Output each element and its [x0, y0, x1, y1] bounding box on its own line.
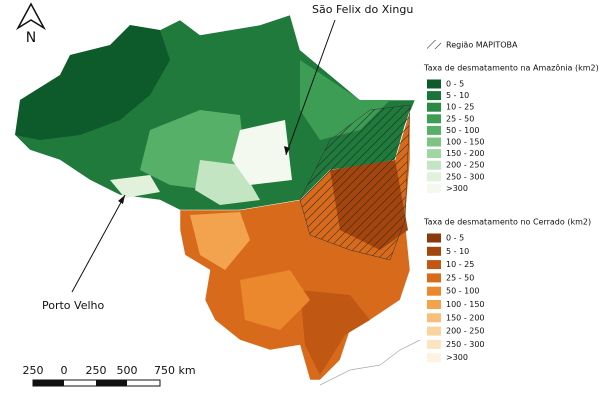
sao-felix-area — [232, 120, 292, 185]
legend-label: 100 - 150 — [446, 300, 485, 309]
legend-label: 5 - 10 — [446, 247, 469, 256]
annotation-label: São Felix do Xingu — [312, 3, 413, 16]
legend-swatch — [427, 353, 441, 363]
legend-label: 250 - 300 — [446, 340, 485, 349]
legend-swatch — [427, 125, 441, 135]
annotation-label: Porto Velho — [42, 299, 104, 312]
porto-velho-area — [110, 175, 160, 198]
legend-swatch — [427, 160, 441, 170]
legend-label: 200 - 250 — [446, 161, 485, 170]
amazon-light-patch — [195, 160, 260, 205]
legend-label: 200 - 250 — [446, 327, 485, 336]
cerrado-light — [190, 212, 250, 270]
legend-swatch — [427, 102, 441, 112]
legend-swatch — [427, 137, 441, 147]
annotation-arrow — [71, 194, 126, 293]
legend-label: 250 - 300 — [446, 172, 485, 181]
legend-label: Região MAPITOBA — [446, 41, 518, 50]
legend-swatch — [427, 149, 441, 159]
legend-label: 50 - 100 — [446, 126, 479, 135]
north-arrow-label: N — [26, 30, 36, 46]
legend-label: 150 - 200 — [446, 149, 485, 158]
legend-swatch — [427, 114, 441, 124]
amazon-dark-west — [15, 25, 170, 140]
scale-bar-label: 500 — [117, 364, 138, 377]
legend-label: 0 - 5 — [446, 234, 464, 243]
legend-label: 0 - 5 — [446, 80, 464, 89]
annotation-arrowhead — [284, 146, 290, 155]
legend-swatch — [427, 286, 441, 296]
legend-label: 10 - 25 — [446, 103, 474, 112]
legend-swatch — [427, 273, 441, 283]
legend-swatch — [427, 313, 441, 323]
legend-label: 100 - 150 — [446, 138, 485, 147]
north-arrow-icon — [16, 2, 46, 31]
coastline — [319, 339, 421, 386]
legend-swatch — [427, 300, 441, 309]
scale-bar-segment — [96, 380, 127, 386]
legend-swatch — [427, 326, 441, 336]
legend-swatch — [427, 183, 441, 193]
legend-swatch — [427, 246, 441, 256]
mapitoba-region — [299, 104, 411, 261]
legend-swatch — [427, 79, 441, 89]
scale-bar-label: 0 — [61, 364, 68, 377]
legend-swatch — [427, 91, 441, 101]
legend-swatch — [427, 172, 441, 182]
legend-label: 25 - 50 — [446, 114, 474, 123]
legend-title: Taxa de desmatamento na Amazônia (km2) — [423, 63, 599, 73]
legend: Taxa de desmatamento na Amazônia (km2) 0 … — [423, 63, 599, 363]
legend-label: 5 - 10 — [446, 91, 469, 100]
cerrado-center — [240, 270, 310, 330]
legend-swatch — [427, 339, 441, 349]
scale-bar-label: 750 km — [154, 364, 196, 377]
legend-swatch — [427, 233, 441, 243]
legend-label: 10 - 25 — [446, 260, 474, 269]
scale-bar-label: 250 — [23, 364, 44, 377]
legend-title: Taxa de desmatamento no Cerrado (km2) — [423, 218, 591, 227]
legend-hatch-swatch — [427, 40, 441, 49]
legend-label: 150 - 200 — [446, 313, 485, 322]
legend-swatch — [427, 260, 441, 270]
legend-label: >300 — [446, 184, 468, 193]
legend-label: >300 — [446, 353, 468, 362]
annotation-arrowhead — [118, 195, 125, 204]
scale-bar-label: 250 — [86, 364, 107, 377]
cerrado-south — [300, 290, 370, 375]
scale-bar: 250 0 250 500 750 km — [23, 364, 196, 387]
annotation-arrow — [285, 19, 336, 156]
scale-bar-segment — [33, 380, 64, 386]
legend-label: 25 - 50 — [446, 273, 474, 282]
legend-label: 50 - 100 — [446, 287, 479, 296]
